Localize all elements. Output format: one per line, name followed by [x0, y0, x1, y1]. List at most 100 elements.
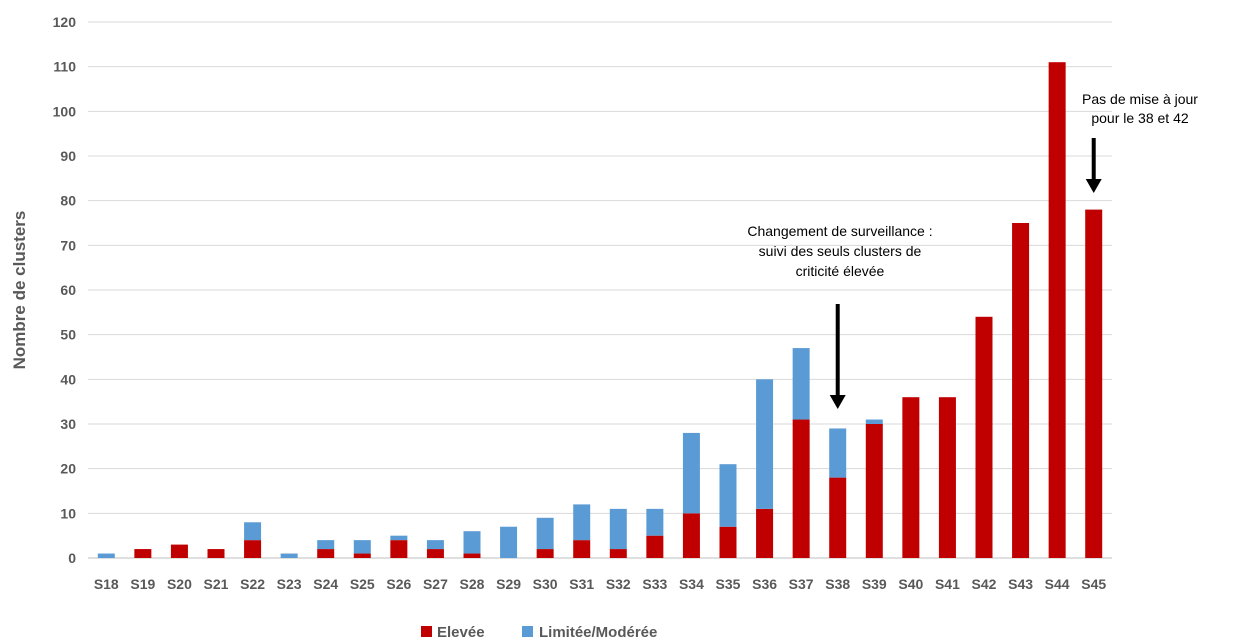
x-tick-label: S33 — [642, 576, 667, 592]
bar-limitee-moderee — [500, 526, 518, 558]
bar-limitee-moderee — [244, 522, 262, 541]
legend-swatch — [421, 626, 432, 637]
bar-elevee — [865, 424, 883, 558]
x-tick-label: S21 — [204, 576, 229, 592]
bar-limitee-moderee — [317, 540, 335, 550]
x-tick-label: S36 — [752, 576, 777, 592]
annotation-arrow-head — [829, 395, 846, 409]
x-tick-label: S32 — [606, 576, 631, 592]
x-tick-label: S26 — [386, 576, 411, 592]
x-tick-label: S41 — [935, 576, 960, 592]
bar-elevee — [792, 419, 810, 558]
legend-label: Elevée — [437, 624, 485, 641]
y-tick-label: 90 — [60, 148, 76, 164]
x-tick-label: S35 — [716, 576, 741, 592]
y-axis-label: Nombre de clusters — [10, 211, 29, 370]
bar-elevee — [573, 540, 591, 558]
bar-elevee — [317, 549, 335, 558]
bar-elevee — [1012, 223, 1030, 558]
annotation-text: suivi des seuls clusters de — [759, 243, 922, 259]
legend-label: Limitée/Modérée — [539, 624, 657, 641]
x-tick-label: S42 — [972, 576, 997, 592]
bar-limitee-moderee — [353, 540, 371, 554]
annotation-text: criticité élevée — [796, 263, 885, 279]
bar-limitee-moderee — [536, 517, 554, 550]
annotations: Changement de surveillance : suivi des se… — [747, 91, 1198, 409]
legend-swatch — [522, 626, 533, 637]
x-tick-label: S19 — [130, 576, 155, 592]
x-tick-label: S43 — [1008, 576, 1033, 592]
bar-limitee-moderee — [865, 419, 883, 424]
y-tick-label: 120 — [53, 14, 77, 30]
bar-elevee — [1085, 209, 1103, 558]
bar-limitee-moderee — [463, 531, 481, 554]
bar-elevee — [975, 316, 993, 558]
annotation-arrow-head — [1085, 179, 1102, 193]
y-tick-label: 50 — [60, 327, 76, 343]
bar-limitee-moderee — [280, 553, 298, 558]
y-tick-label: 80 — [60, 193, 76, 209]
x-tick-label: S38 — [825, 576, 850, 592]
bar-limitee-moderee — [792, 348, 810, 420]
bar-elevee — [536, 549, 554, 558]
x-axis-ticks: S18 S19 S20 S21 S22 S23 S24 S25 S26 S27 S28 S29 S30 S… — [94, 576, 1107, 592]
bar-limitee-moderee — [646, 508, 664, 536]
bar-elevee — [134, 549, 152, 558]
bar-elevee — [390, 540, 408, 558]
bar-elevee — [682, 513, 700, 558]
x-tick-label: S44 — [1045, 576, 1070, 592]
bar-elevee — [829, 477, 847, 558]
y-tick-label: 30 — [60, 416, 76, 432]
y-tick-label: 20 — [60, 461, 76, 477]
x-tick-label: S39 — [862, 576, 887, 592]
bar-elevee — [719, 526, 737, 558]
bar-limitee-moderee — [609, 508, 627, 550]
bar-elevee — [902, 397, 920, 558]
bar-elevee — [426, 549, 444, 558]
gridlines — [88, 21, 1112, 559]
bar-elevee — [170, 544, 188, 558]
annotation-text: Changement de surveillance : — [747, 223, 932, 239]
x-tick-label: S31 — [569, 576, 594, 592]
y-tick-label: 40 — [60, 371, 76, 387]
x-tick-label: S23 — [277, 576, 302, 592]
x-tick-label: S22 — [240, 576, 265, 592]
x-tick-label: S40 — [898, 576, 923, 592]
bar-limitee-moderee — [756, 379, 774, 509]
bar-elevee — [463, 553, 481, 558]
annotation-text: Pas de mise à jour — [1082, 91, 1198, 107]
bar-elevee — [244, 540, 262, 558]
x-tick-label: S20 — [167, 576, 192, 592]
y-tick-label: 10 — [60, 505, 76, 521]
x-tick-label: S30 — [533, 576, 558, 592]
y-tick-label: 100 — [53, 103, 77, 119]
x-tick-label: S25 — [350, 576, 375, 592]
bar-elevee — [609, 549, 627, 558]
x-tick-label: S29 — [496, 576, 521, 592]
bar-limitee-moderee — [97, 553, 115, 558]
legend: Elevée Limitée/Modérée — [421, 624, 657, 641]
bar-limitee-moderee — [829, 428, 847, 478]
x-tick-label: S27 — [423, 576, 448, 592]
bar-limitee-moderee — [719, 464, 737, 527]
bar-elevee — [1048, 62, 1066, 558]
bar-limitee-moderee — [682, 432, 700, 514]
bars — [97, 62, 1103, 558]
x-tick-label: S28 — [460, 576, 485, 592]
x-tick-label: S24 — [313, 576, 338, 592]
bar-elevee — [207, 549, 225, 558]
bar-limitee-moderee — [426, 540, 444, 550]
bar-limitee-moderee — [573, 504, 591, 541]
y-tick-label: 70 — [60, 237, 76, 253]
bar-limitee-moderee — [390, 535, 408, 541]
x-tick-label: S45 — [1081, 576, 1106, 592]
bar-elevee — [756, 508, 774, 558]
annotation-text: pour le 38 et 42 — [1091, 110, 1189, 126]
y-tick-label: 60 — [60, 282, 76, 298]
y-tick-label: 0 — [68, 550, 76, 566]
y-axis-ticks: 0 10 20 30 40 50 60 70 80 90 100 110 120 — [53, 14, 77, 566]
x-tick-label: S37 — [789, 576, 814, 592]
x-tick-label: S34 — [679, 576, 704, 592]
bar-elevee — [646, 535, 664, 558]
